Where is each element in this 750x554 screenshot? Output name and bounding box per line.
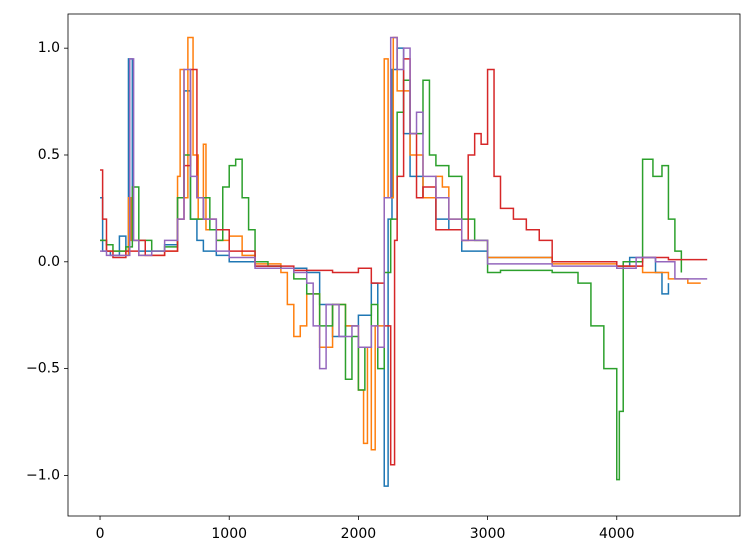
y-tick-label: −0.5 [26,361,60,377]
data-line [100,58,708,466]
x-tick-label: 0 [96,526,105,542]
y-tick-label: −1.0 [26,467,60,483]
axes-frame [67,13,741,517]
data-line [100,36,708,370]
x-tick-label: 1000 [211,526,247,542]
y-tick-label: 0.5 [38,147,60,163]
x-tick-label: 3000 [470,526,506,542]
y-tick-label: 0.0 [38,254,60,270]
x-tick-label: 2000 [341,526,377,542]
x-tick-label: 4000 [599,526,635,542]
y-tick-label: 1.0 [38,40,60,56]
